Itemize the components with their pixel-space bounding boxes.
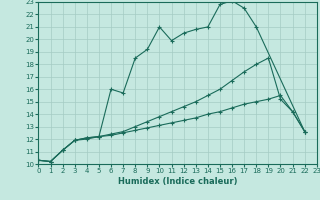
X-axis label: Humidex (Indice chaleur): Humidex (Indice chaleur) — [118, 177, 237, 186]
